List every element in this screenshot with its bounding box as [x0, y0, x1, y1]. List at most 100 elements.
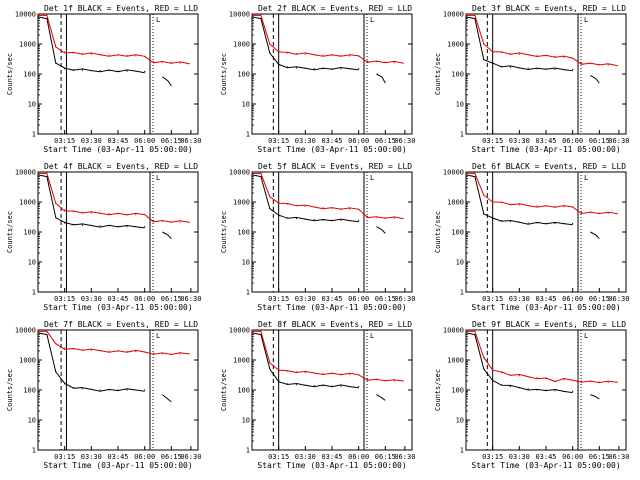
lld-point [295, 53, 297, 55]
lld-point [144, 55, 146, 57]
x-tick-label: 06:30 [180, 453, 201, 461]
lld-point [518, 53, 520, 55]
lld-point [287, 370, 289, 372]
lld-point [402, 380, 404, 382]
events-point [340, 68, 342, 70]
events-point [572, 390, 574, 392]
events-point [117, 225, 119, 227]
events-point [126, 226, 128, 228]
events-series-line [465, 174, 573, 226]
detector-panel-2: Det 2f BLACK = Events, RED = LLD 1 10 100 10… [220, 4, 415, 154]
x-tick-label: 03:45 [107, 453, 128, 461]
events-series-line [251, 332, 359, 389]
events-point [64, 68, 66, 70]
lld-point [474, 330, 476, 332]
events-point [278, 64, 280, 66]
events-point [295, 67, 297, 69]
y-tick-label: 10 [28, 101, 36, 109]
x-axis-label: Start Time (03-Apr-11 05:00:00) [43, 145, 192, 154]
events-point [465, 332, 467, 334]
lld-point [287, 203, 289, 205]
lld-point [55, 343, 57, 345]
events-point [563, 223, 565, 225]
lld-point [37, 172, 39, 174]
y-tick-label: 10 [242, 101, 250, 109]
lld-point [37, 330, 39, 332]
lld-point [331, 373, 333, 375]
lld-point [55, 46, 57, 48]
events-series-line [37, 16, 145, 74]
lld-point [509, 53, 511, 55]
y-tick-label: 100 [451, 229, 464, 237]
y-tick-label: 1000 [447, 41, 464, 49]
detector-panel-7: Det 7f BLACK = Events, RED = LLD 1 10 100 10… [6, 320, 201, 470]
x-tick-label: 06:15 [589, 137, 610, 145]
events-point [322, 68, 324, 70]
panel-title: Det 6f BLACK = Events, RED = LLD [472, 162, 626, 171]
events-point [313, 385, 315, 387]
lld-point [260, 14, 262, 16]
lld-point [295, 204, 297, 206]
lld-series-line [466, 172, 618, 215]
events-point [108, 70, 110, 72]
lld-point [99, 212, 101, 214]
x-tick-label: 03:45 [535, 295, 556, 303]
x-tick-label: 06:00 [348, 137, 369, 145]
y-tick-label: 100 [237, 71, 250, 79]
lld-point [46, 330, 48, 332]
lld-point [64, 51, 66, 53]
events-point [501, 220, 503, 222]
panel-title: Det 3f BLACK = Events, RED = LLD [472, 4, 626, 13]
x-tick-label: 06:15 [375, 137, 396, 145]
lld-point [170, 353, 172, 355]
lld-point [322, 372, 324, 374]
events-point [287, 66, 289, 68]
events-point [99, 389, 101, 391]
events-point [518, 221, 520, 223]
l-marker: L [584, 174, 588, 182]
events-point [322, 385, 324, 387]
lld-point [340, 208, 342, 210]
events-point [465, 16, 467, 18]
events-point [251, 16, 253, 18]
events-point [37, 174, 39, 176]
lld-point [572, 57, 574, 59]
events-point [64, 222, 66, 224]
events-point [572, 223, 574, 225]
detector-panel-8: Det 8f BLACK = Events, RED = LLD 1 10 100 10… [220, 320, 415, 470]
lld-point [527, 376, 529, 378]
y-tick-label: 10000 [443, 327, 464, 335]
lld-point [46, 172, 48, 174]
lld-point [269, 43, 271, 45]
events-point [509, 386, 511, 388]
lld-point [55, 202, 57, 204]
lld-point [117, 213, 119, 215]
x-tick-label: 03:15 [482, 137, 503, 145]
lld-point [492, 368, 494, 370]
lld-point [572, 206, 574, 208]
events-point [358, 220, 360, 222]
detector-panel-5: Det 5f BLACK = Events, RED = LLD 1 10 100 10… [220, 162, 415, 312]
lld-point [81, 211, 83, 213]
events-point [260, 18, 262, 20]
lld-point [322, 54, 324, 56]
lld-point [598, 212, 600, 214]
lld-point [349, 208, 351, 210]
panel-title: Det 7f BLACK = Events, RED = LLD [44, 320, 198, 329]
x-tick-label: 03:45 [321, 137, 342, 145]
lld-point [135, 214, 137, 216]
y-tick-label: 100 [237, 387, 250, 395]
events-point [492, 63, 494, 65]
lld-series-line [252, 172, 404, 220]
events-point [135, 389, 137, 391]
lld-point [607, 212, 609, 214]
lld-point [492, 200, 494, 202]
x-tick-label: 06:30 [394, 137, 415, 145]
events-point [269, 52, 271, 54]
events-point [117, 70, 119, 72]
events-point [545, 389, 547, 391]
lld-point [269, 362, 271, 364]
events-tail-line [162, 394, 172, 403]
events-point [545, 222, 547, 224]
lld-point [153, 352, 155, 354]
